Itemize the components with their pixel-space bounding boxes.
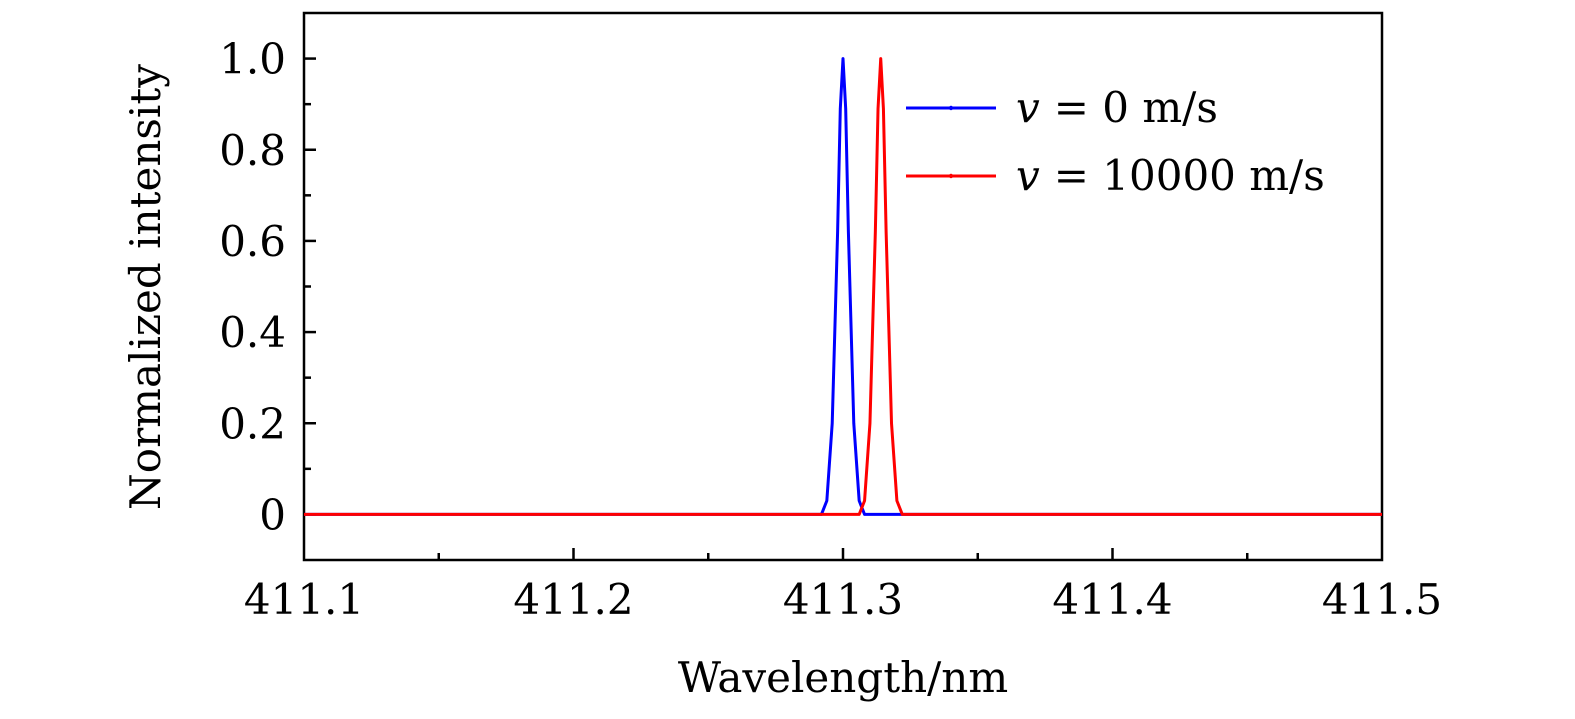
x-tick-label: 411.3 <box>783 575 903 624</box>
legend-variable: v <box>1016 83 1040 132</box>
y-tick-label: 1.0 <box>219 35 286 84</box>
x-tick-label: 411.5 <box>1322 575 1442 624</box>
legend-marker-0 <box>948 105 954 111</box>
series-line-0 <box>304 57 1382 516</box>
x-tick-label: 411.1 <box>244 575 364 624</box>
legend-variable: v <box>1016 151 1040 200</box>
legend-value: = 10000 m/s <box>1054 151 1325 200</box>
legend-marker-1 <box>948 173 954 179</box>
y-tick-label: 0.4 <box>219 308 286 357</box>
plot-frame <box>302 11 1384 562</box>
y-tick-label: 0.6 <box>219 217 286 266</box>
y-tick-label: 0 <box>259 490 286 539</box>
legend: v = 0 m/s v = 10000 m/s <box>906 83 1325 200</box>
legend-label-1: v = 10000 m/s <box>1016 151 1325 200</box>
legend-label-0: v = 0 m/s <box>1016 83 1218 132</box>
x-tick-label: 411.2 <box>513 575 633 624</box>
y-tick-label: 0.2 <box>219 399 286 448</box>
y-tick-label: 0.8 <box>219 126 286 175</box>
y-axis-title: Normalized intensity <box>121 64 170 510</box>
y-axis-ticks: 0 0.2 0.4 0.6 0.8 1.0 <box>219 35 316 539</box>
x-axis-ticks: 411.1 411.2 411.3 411.4 411.5 <box>244 548 1442 624</box>
series-layer <box>304 57 1382 516</box>
x-axis-title: Wavelength/nm <box>678 653 1008 702</box>
legend-value: = 0 m/s <box>1054 83 1218 132</box>
x-tick-label: 411.4 <box>1052 575 1172 624</box>
series-line-1 <box>304 57 1382 516</box>
